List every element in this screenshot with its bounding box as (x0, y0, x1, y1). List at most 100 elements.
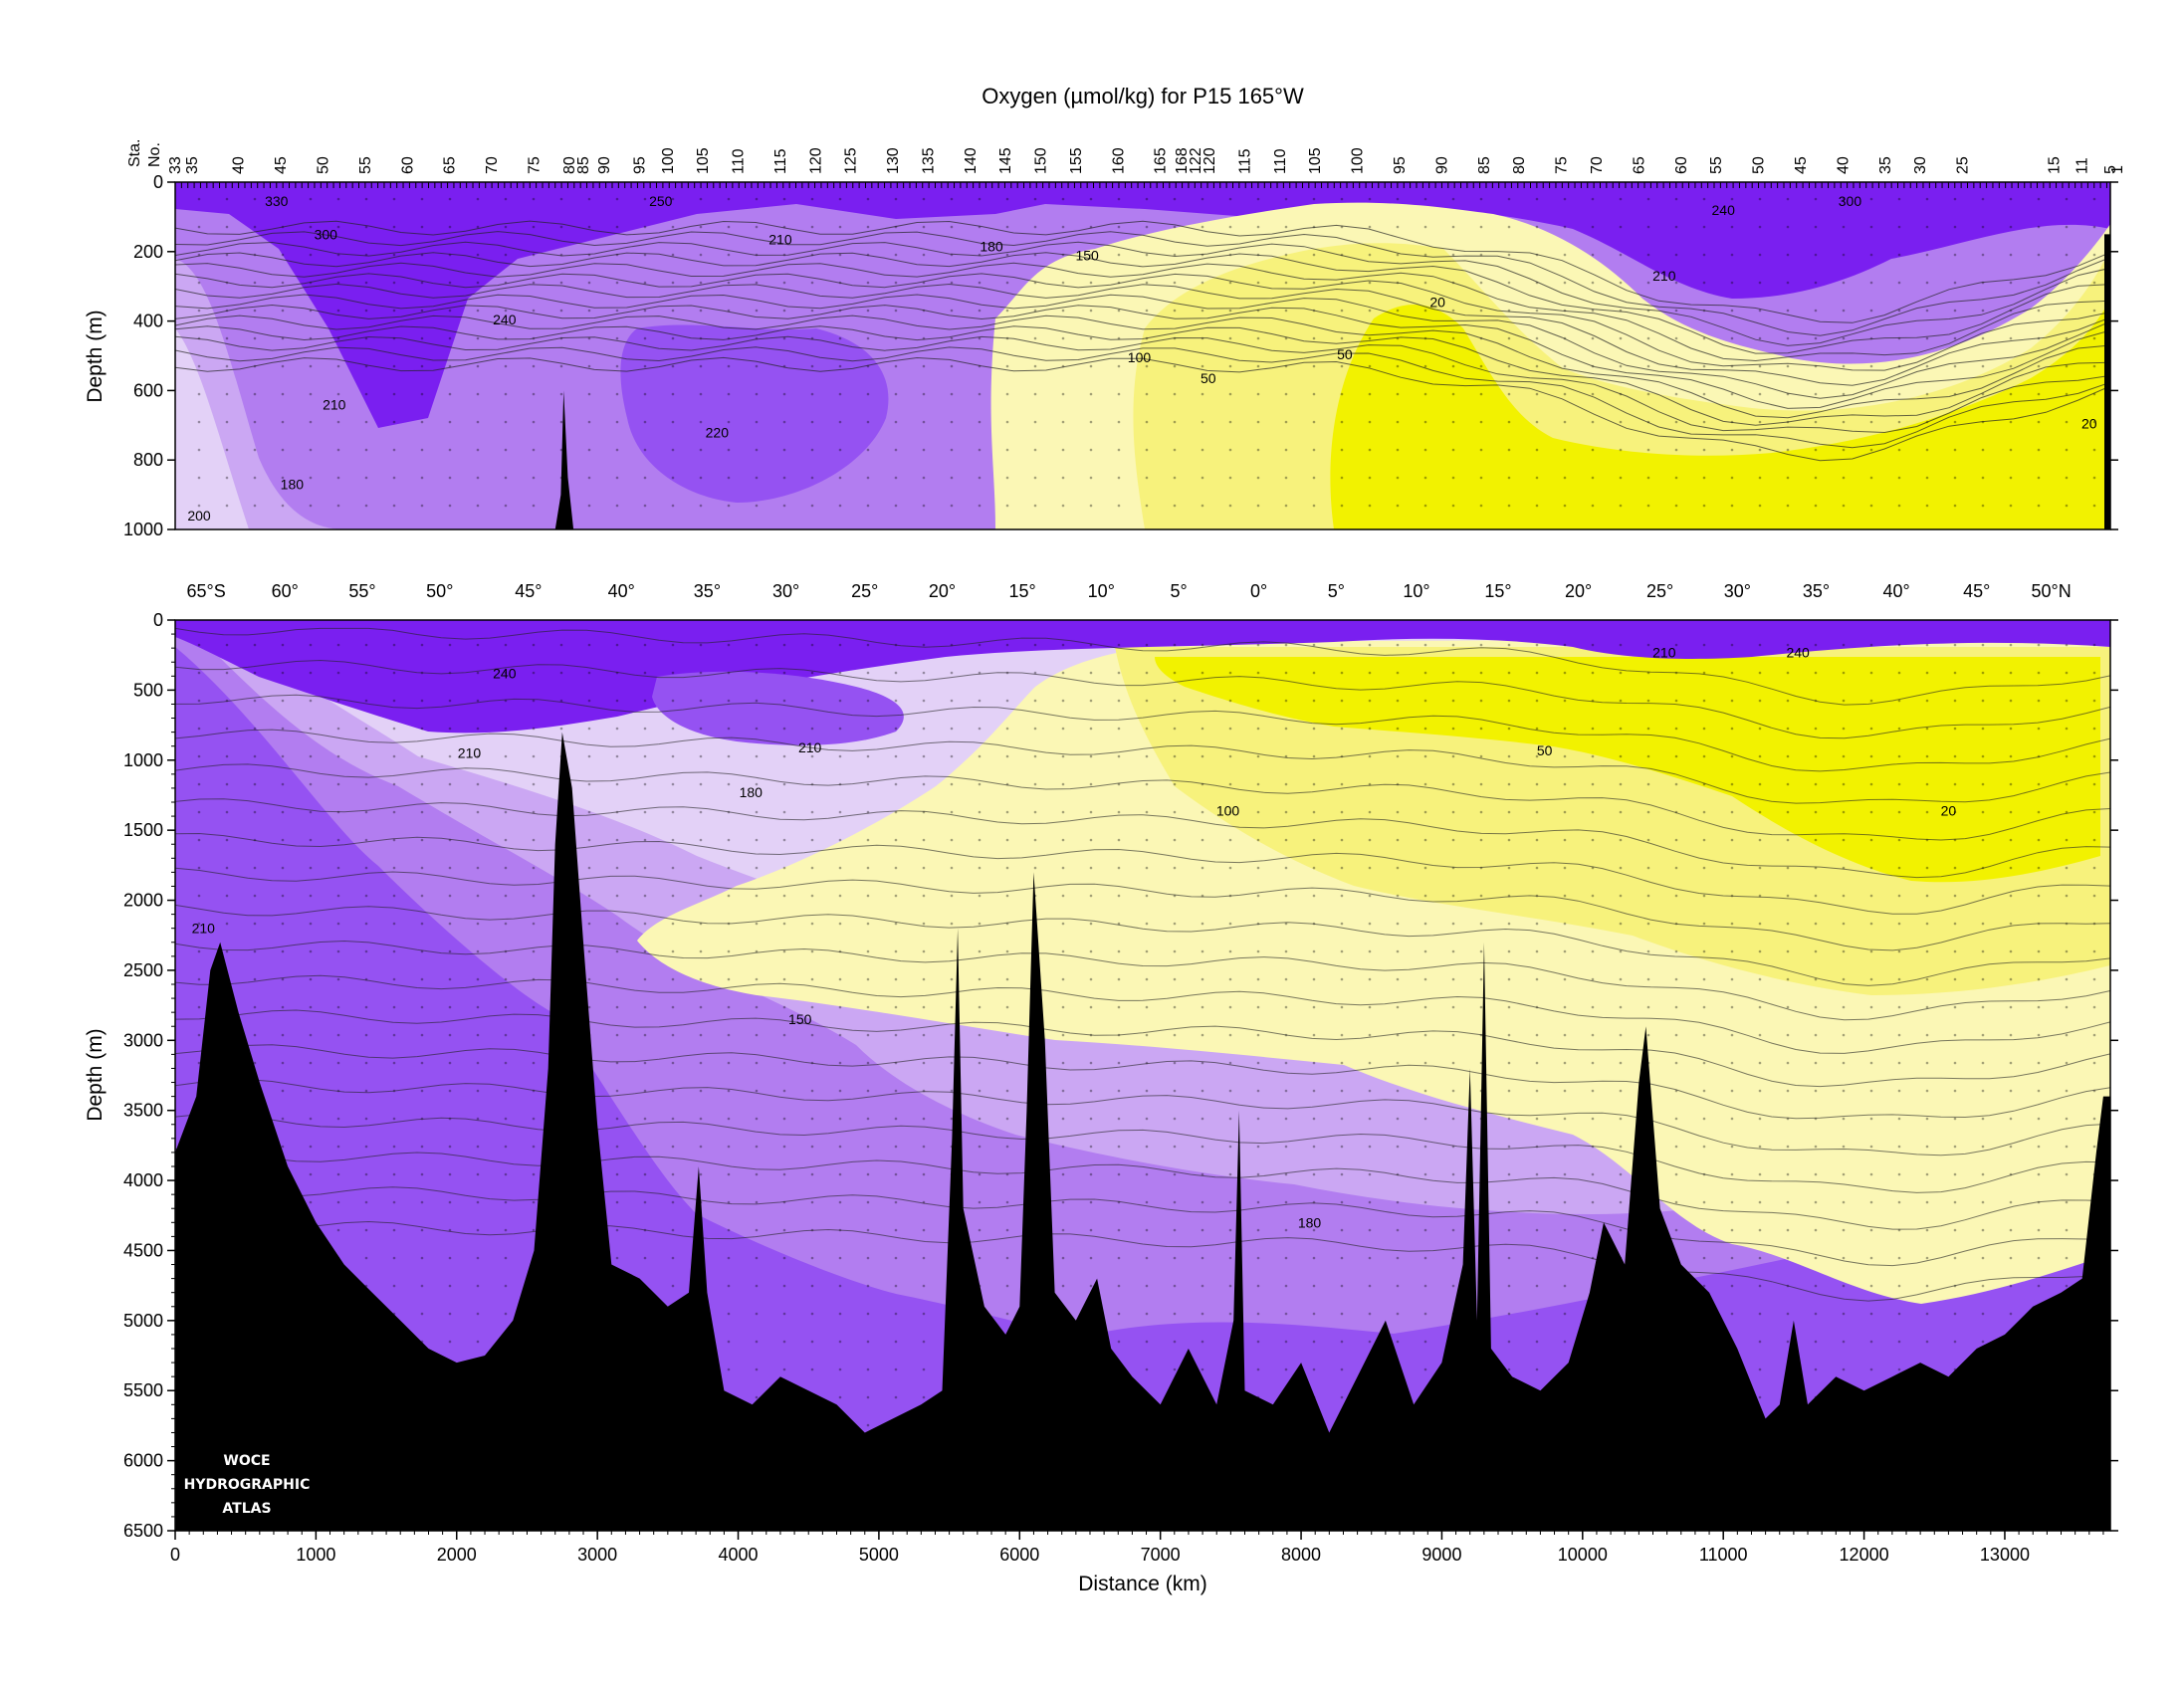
contour-label: 50 (1201, 370, 1216, 386)
latitude-label: 65°S (186, 581, 225, 601)
station-number-label: 60 (399, 156, 416, 174)
upper-y-tick-label: 200 (133, 242, 163, 262)
upper-contour-line (175, 304, 2110, 409)
upper-y-tick-label: 1000 (123, 520, 163, 539)
station-number-label: 85 (575, 156, 592, 174)
station-number-label: 45 (273, 156, 290, 174)
x-tick-label: 8000 (1281, 1545, 1321, 1565)
contour-label: 180 (281, 477, 305, 493)
lower-contour-line (175, 798, 2110, 879)
station-number-label: 90 (1433, 156, 1450, 174)
lower-contour-line (175, 867, 2110, 951)
station-number-label: 100 (1350, 147, 1367, 174)
contour-label: 300 (315, 226, 338, 242)
latitude-label: 55° (348, 581, 375, 601)
lower-contour-line (175, 763, 2110, 841)
logo-line-hydrographic: HYDROGRAPHIC (184, 1477, 311, 1493)
lower-panel-frame (174, 619, 2111, 1532)
station-number-label: 168 (1174, 147, 1191, 174)
contour-label: 100 (1128, 349, 1152, 365)
station-number-label: 85 (1476, 156, 1493, 174)
upper-contour-line (175, 252, 2110, 354)
upper-contour-line (175, 356, 2110, 462)
x-tick-label: 4000 (719, 1545, 759, 1565)
logo-line-woce: WOCE (223, 1453, 270, 1469)
upper-contour-line (175, 315, 2110, 419)
station-number-label: 50 (315, 156, 331, 174)
woce-atlas-logo: WOCE HYDROGRAPHIC ATLAS (184, 1453, 311, 1517)
latitude-label: 45° (1963, 581, 1990, 601)
station-number-label: 120 (807, 147, 824, 174)
contour-label: 300 (1839, 193, 1862, 209)
station-number-label: 60 (1673, 156, 1690, 174)
station-number-label: 50 (1751, 156, 1768, 174)
x-tick-label: 3000 (577, 1545, 617, 1565)
lower-y-tick-label: 500 (133, 680, 163, 700)
contour-label: 100 (1216, 802, 1240, 818)
upper-contour-line (175, 241, 2110, 346)
station-number-label: 100 (660, 147, 677, 174)
upper-axis-ticks: 0 200 400 600 800 1000 (123, 172, 2118, 539)
station-number-label: 40 (231, 156, 248, 174)
latitude-label: 40° (608, 581, 635, 601)
lower-y-tick-label: 2000 (123, 891, 163, 911)
station-number-label: 55 (1708, 156, 1725, 174)
upper-north-wall (2104, 234, 2110, 529)
contour-label: 210 (1652, 268, 1676, 284)
lower-y-tick-label: 6000 (123, 1451, 163, 1471)
contour-label: 240 (1786, 644, 1810, 660)
lower-contour-labels: 240 210 180 210 210 150 180 100 50 20 210 240 (192, 644, 1957, 1230)
contour-label: 210 (458, 745, 482, 761)
station-number-label: 25 (1955, 156, 1972, 174)
x-tick-label: 7000 (1141, 1545, 1181, 1565)
lower-y-axis-label: Depth (m) (84, 1028, 107, 1121)
lower-contour-line (175, 729, 2110, 804)
x-tick-label: 13000 (1980, 1545, 2030, 1565)
lower-y-tick-label: 5000 (123, 1311, 163, 1331)
upper-contour-labels: 330 300 250 210 180 150 240 210 220 180 200 100 50 50… (187, 193, 2096, 524)
station-number-label: 140 (963, 147, 980, 174)
station-number-label: 11 (2075, 157, 2091, 174)
station-number-label: 160 (1110, 147, 1127, 174)
latitude-label: 15° (1484, 581, 1511, 601)
latitude-label: 35° (1803, 581, 1830, 601)
contour-label: 210 (1652, 644, 1676, 660)
latitude-label: 50°N (2032, 581, 2072, 601)
latitude-label: 30° (1724, 581, 1751, 601)
station-number-label: 105 (1307, 147, 1324, 174)
station-number-label: 1 (2109, 165, 2126, 174)
contour-label: 20 (1941, 802, 1957, 818)
latitude-label: 60° (272, 581, 299, 601)
station-number-label: 122 (1188, 147, 1204, 174)
upper-contour-line (175, 231, 2110, 336)
x-tick-label: 5000 (859, 1545, 899, 1565)
latitude-label: 30° (772, 581, 799, 601)
x-tick-label: 10000 (1558, 1545, 1608, 1565)
latitude-label: 10° (1088, 581, 1115, 601)
contour-label: 20 (1429, 294, 1445, 310)
station-number-label: 95 (632, 156, 649, 174)
upper-contour-lines (175, 220, 2110, 462)
lower-y-tick-label: 1000 (123, 750, 163, 770)
contour-label: 250 (649, 193, 673, 209)
lower-contour-line (175, 904, 2110, 986)
x-tick-label: 1000 (296, 1545, 335, 1565)
contour-label: 330 (265, 193, 289, 209)
lower-contour-line (175, 1009, 2110, 1088)
lower-contour-line (175, 1113, 2110, 1193)
station-number-label: 35 (184, 156, 201, 174)
lower-y-tick-label: 4000 (123, 1170, 163, 1190)
upper-y-tick-label: 0 (153, 172, 163, 192)
upper-station-stipple (175, 182, 2110, 529)
contour-label: 180 (1298, 1214, 1322, 1230)
latitude-label: 0° (1250, 581, 1267, 601)
latitude-label: 45° (515, 581, 542, 601)
lower-y-tick-label: 3000 (123, 1030, 163, 1050)
contour-label: 220 (706, 424, 730, 440)
lower-contour-line (175, 832, 2110, 915)
contour-label: 240 (1712, 202, 1736, 218)
upper-contour-line (175, 346, 2110, 449)
contour-label: 240 (493, 665, 517, 681)
